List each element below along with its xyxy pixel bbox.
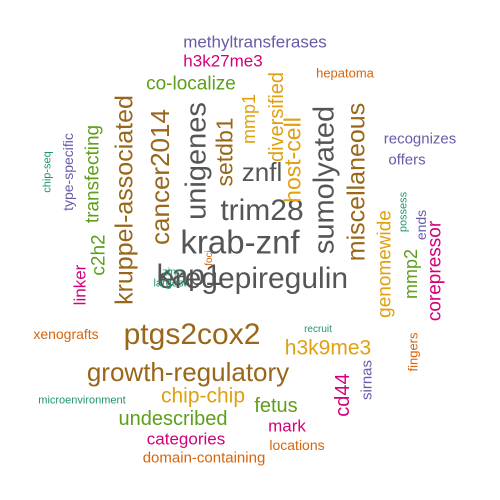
- word-c2h2: c2h2: [88, 234, 110, 276]
- word-mark: mark: [268, 416, 306, 436]
- word-xenografts: xenografts: [33, 326, 99, 342]
- word-setdb1: setdb1: [211, 117, 238, 187]
- word-kap1: kap1: [156, 259, 222, 292]
- word-transfecting: transfecting: [82, 124, 104, 224]
- word-mmp1: mmp1: [239, 93, 259, 145]
- word-recognizes: recognizes: [383, 130, 457, 148]
- word-microenvironment: microenvironment: [38, 394, 126, 407]
- word-fingers: fingers: [405, 332, 421, 372]
- word-kruppel-associated: kruppel-associated: [110, 95, 139, 305]
- word-foci: foci: [204, 250, 215, 266]
- word-genomewide: genomewide: [374, 210, 396, 318]
- word-unigenes: unigenes: [180, 102, 213, 220]
- word-cancer2014: cancer2014: [145, 109, 175, 245]
- word-hepatoma: hepatoma: [316, 65, 374, 81]
- word-possess: possess: [397, 191, 410, 233]
- word-undescribed: undescribed: [118, 408, 228, 430]
- word-eregepiregulin: eregepiregulin: [157, 262, 349, 295]
- word-mmp2: mmp2: [401, 248, 421, 300]
- word-sumolyated: sumolyated: [308, 105, 341, 255]
- word-zinc: zinc: [162, 266, 182, 279]
- word-methyltransferases: methyltransferases: [183, 32, 327, 52]
- word-offers: offers: [388, 151, 426, 169]
- word-categories: categories: [146, 429, 226, 449]
- word-trim28: trim28: [220, 194, 304, 227]
- word-domain-containing: domain-containing: [142, 449, 266, 467]
- word-chip-chip: chip-chip: [160, 384, 246, 408]
- word-growth-regulatory: growth-regulatory: [86, 357, 290, 387]
- word-chip-seq: chip-seq: [41, 151, 54, 193]
- word-diversified: diversified: [266, 71, 288, 163]
- word-locations: locations: [269, 437, 325, 453]
- word-miscellaneous: miscellaneous: [342, 102, 371, 262]
- word-krab-znf: krab-znf: [180, 223, 300, 261]
- word-co-localize: co-localize: [146, 73, 236, 95]
- word-sirnas: sirnas: [358, 359, 376, 401]
- word-cd44: cd44: [332, 373, 354, 417]
- word-ptgs2cox2: ptgs2cox2: [123, 318, 261, 351]
- word-ends: ends: [413, 209, 429, 241]
- word-linker: linker: [70, 264, 90, 306]
- word-fetus: fetus: [254, 395, 298, 417]
- word-largest: largest: [153, 277, 187, 290]
- word-h3k9me3: h3k9me3: [284, 336, 372, 360]
- word-h3k27me3: h3k27me3: [183, 51, 263, 71]
- word-type-specific: type-specific: [60, 133, 76, 211]
- word-znfl: znfl: [241, 157, 283, 187]
- word-recruit: recruit: [304, 324, 332, 335]
